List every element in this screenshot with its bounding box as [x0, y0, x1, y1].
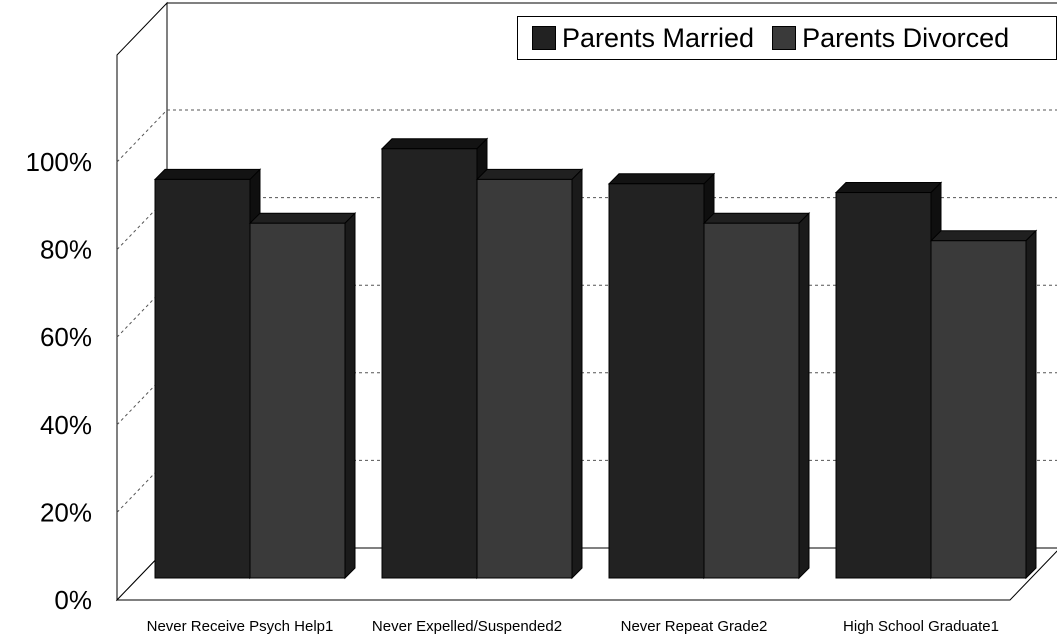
y-tick-label: 80%	[40, 235, 92, 265]
bar	[930, 240, 1027, 579]
bar	[608, 183, 705, 579]
y-tick-label: 40%	[40, 410, 92, 440]
y-tick-label: 0%	[54, 585, 92, 615]
legend: Parents Married Parents Divorced	[517, 16, 1057, 60]
bar	[381, 148, 478, 579]
x-tick-label: Never Receive Psych Help1	[147, 618, 334, 635]
legend-item-married: Parents Married	[532, 23, 754, 54]
bar-top	[380, 138, 489, 150]
bar	[154, 178, 251, 579]
legend-item-divorced: Parents Divorced	[772, 23, 1009, 54]
bar-side	[1025, 229, 1037, 580]
bar-side	[798, 212, 810, 580]
y-tick-label: 100%	[26, 147, 93, 177]
bar-side	[571, 168, 583, 580]
bar-top	[607, 173, 716, 185]
bar-side	[344, 212, 356, 580]
gridline-side	[116, 109, 168, 163]
legend-swatch-divorced	[772, 26, 797, 50]
bar-top	[834, 182, 943, 194]
legend-swatch-married	[532, 26, 556, 50]
bar-top	[248, 212, 357, 224]
y-tick-label: 20%	[40, 497, 92, 527]
bar-top	[475, 168, 584, 180]
bar-top	[153, 168, 262, 180]
legend-label-divorced: Parents Divorced	[802, 22, 1010, 53]
bar	[835, 192, 932, 579]
bar	[249, 222, 346, 579]
y-tick-label: 60%	[40, 322, 92, 352]
bar-top	[929, 230, 1038, 242]
legend-label-married: Parents Married	[562, 22, 755, 53]
x-tick-label: Never Expelled/Suspended2	[372, 618, 562, 635]
bar	[703, 222, 800, 579]
x-tick-label: High School Graduate1	[843, 618, 999, 635]
bar-top	[702, 212, 811, 224]
bar	[476, 178, 573, 579]
x-tick-label: Never Repeat Grade2	[621, 618, 768, 635]
